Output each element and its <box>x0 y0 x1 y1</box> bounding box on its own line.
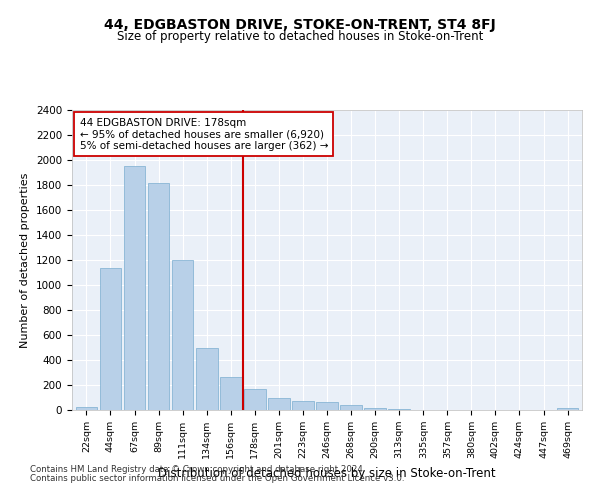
Bar <box>364 408 386 410</box>
Bar <box>388 409 410 410</box>
Text: 44 EDGBASTON DRIVE: 178sqm
← 95% of detached houses are smaller (6,920)
5% of se: 44 EDGBASTON DRIVE: 178sqm ← 95% of deta… <box>80 118 328 150</box>
Bar <box>124 166 145 410</box>
Bar <box>340 405 362 410</box>
Text: Size of property relative to detached houses in Stoke-on-Trent: Size of property relative to detached ho… <box>117 30 483 43</box>
Bar <box>76 407 97 410</box>
Bar <box>100 268 121 410</box>
X-axis label: Distribution of detached houses by size in Stoke-on-Trent: Distribution of detached houses by size … <box>158 466 496 479</box>
Y-axis label: Number of detached properties: Number of detached properties <box>20 172 31 348</box>
Text: Contains HM Land Registry data © Crown copyright and database right 2024.: Contains HM Land Registry data © Crown c… <box>30 466 365 474</box>
Bar <box>196 348 218 410</box>
Bar <box>148 182 169 410</box>
Text: Contains public sector information licensed under the Open Government Licence v3: Contains public sector information licen… <box>30 474 404 483</box>
Bar <box>244 389 266 410</box>
Bar <box>268 398 290 410</box>
Bar <box>292 400 314 410</box>
Bar <box>172 260 193 410</box>
Bar <box>316 402 338 410</box>
Bar <box>557 408 578 410</box>
Text: 44, EDGBASTON DRIVE, STOKE-ON-TRENT, ST4 8FJ: 44, EDGBASTON DRIVE, STOKE-ON-TRENT, ST4… <box>104 18 496 32</box>
Bar <box>220 377 242 410</box>
